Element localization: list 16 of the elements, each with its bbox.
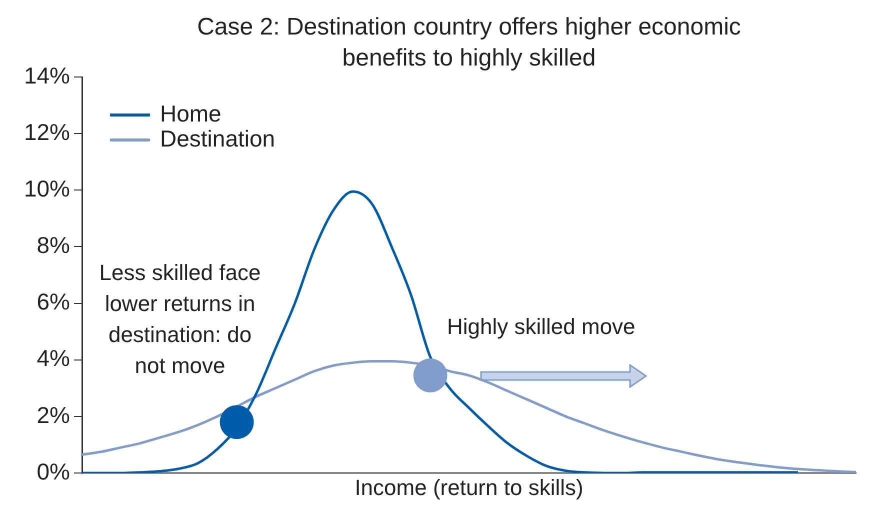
y-tick-label: 14% [24,62,70,88]
y-tick-label: 10% [24,175,70,202]
y-tick-label: 0% [36,458,70,484]
y-tick-label: 12% [24,118,70,145]
y-tick-label: 2% [36,402,70,428]
y-tick-label: 4% [36,345,70,372]
line-series [80,190,800,473]
legend-label: Destination [160,125,276,152]
y-tick-label: 8% [36,232,70,258]
chart-title: Case 2: Destination country offers higher economic benefits to highly skilled [197,14,741,72]
annotation: Less skilled face lower returns in destination: do not move [99,260,261,378]
line-series [80,360,858,473]
x-axis-title: Income (return to skills) [354,474,584,500]
legend-label: Home [160,100,222,126]
y-tick-label: 6% [36,288,70,315]
annotation: Highly skilled move [447,314,636,340]
